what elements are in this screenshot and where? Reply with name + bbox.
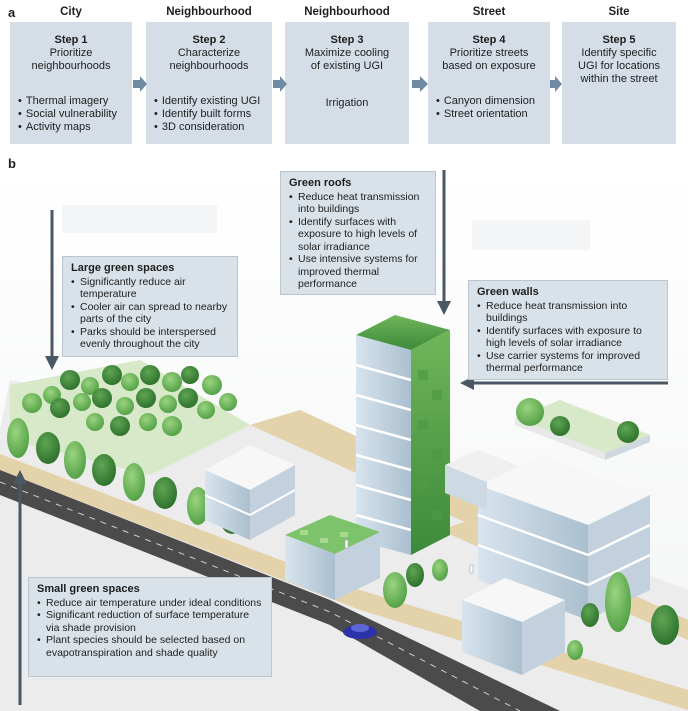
column-head-neighbourhood-1: Neighbourhood xyxy=(166,6,252,18)
small-green-spaces-item: Reduce air temperature under ideal condi… xyxy=(37,597,263,610)
step-1-title: Step 1 xyxy=(54,34,88,46)
small-green-spaces-callout: Small green spaces Reduce air temperatur… xyxy=(28,577,272,677)
flow-arrow-4-to-5 xyxy=(550,76,562,92)
step-1-bullet: Social vulnerability xyxy=(18,108,117,121)
road xyxy=(0,470,560,711)
step-1-bullet: Activity maps xyxy=(18,121,117,134)
step-2-desc-line-2: neighbourhoods xyxy=(169,60,249,72)
large-green-spaces-arrow xyxy=(45,210,59,370)
panel-a-label: a xyxy=(8,5,16,20)
green-walls-title: Green walls xyxy=(477,286,539,298)
step-3-box: Step 3 Maximize cooling of existing UGI … xyxy=(285,22,409,144)
step-2-bullet: 3D consideration xyxy=(154,121,260,134)
column-head-neighbourhood-2: Neighbourhood xyxy=(304,6,390,18)
large-green-spaces-item: Parks should be interspersed evenly thro… xyxy=(71,326,229,351)
step-5-title: Step 5 xyxy=(602,34,636,46)
small-green-spaces-title: Small green spaces xyxy=(37,583,140,595)
low-rise-building-front xyxy=(462,578,565,675)
green-roofs-item: Reduce heat transmission into buildings xyxy=(289,191,427,216)
green-podium-building xyxy=(285,515,380,600)
car-icon xyxy=(343,624,377,639)
step-3-desc-line-2: of existing UGI xyxy=(310,60,384,72)
large-green-spaces-callout: Large green spaces Significantly reduce … xyxy=(62,256,238,357)
step-1-box: Step 1 Prioritize neighbourhoods Thermal… xyxy=(10,22,132,144)
step-4-bullet: Street orientation xyxy=(436,108,535,121)
green-walls-item: Use carrier systems for improved thermal… xyxy=(477,350,659,375)
green-roofs-item: Use intensive systems for improved therm… xyxy=(289,253,427,291)
flow-arrow-2-to-3 xyxy=(273,76,287,92)
step-2-title: Step 2 xyxy=(192,34,226,46)
step-2-bullet: Identify built forms xyxy=(154,108,260,121)
panel-b-label: b xyxy=(8,156,16,171)
pedestrian-icons xyxy=(344,539,474,574)
small-green-spaces-item: Plant species should be selected based o… xyxy=(37,634,263,659)
large-green-spaces-title: Large green spaces xyxy=(71,262,175,274)
column-head-site: Site xyxy=(608,6,630,18)
green-tower xyxy=(355,315,450,555)
green-roofs-arrow xyxy=(437,170,451,315)
step-5-desc-line-1: Identify specific xyxy=(581,47,657,59)
green-roofs-title: Green roofs xyxy=(289,177,352,189)
step-1-desc-line-1: Prioritize xyxy=(49,47,93,59)
step-2-desc-line-1: Characterize xyxy=(177,47,241,59)
step-1-bullet: Thermal imagery xyxy=(18,95,117,108)
green-wall-surface xyxy=(411,330,450,555)
step-2-box: Step 2 Characterize neighbourhoods Ident… xyxy=(146,22,272,144)
step-4-box: Step 4 Prioritize streets based on expos… xyxy=(428,22,550,144)
column-head-city: City xyxy=(60,6,82,18)
large-green-spaces-item: Significantly reduce air temperature xyxy=(71,276,229,301)
step-3-irrigation: Irrigation xyxy=(325,97,369,109)
blank-label-area-right xyxy=(472,220,590,250)
low-rise-building-left xyxy=(204,445,296,540)
small-green-spaces-arrow xyxy=(13,470,27,705)
green-roofs-callout: Green roofs Reduce heat transmission int… xyxy=(280,171,436,295)
small-green-spaces-item: Significant reduction of surface tempera… xyxy=(37,609,263,634)
step-4-bullet: Canyon dimension xyxy=(436,95,535,108)
green-roofs-item: Identify surfaces with exposure to high … xyxy=(289,216,427,254)
green-roof-surface xyxy=(356,315,450,350)
road-centre-line xyxy=(0,481,521,711)
step-5-box: Step 5 Identify specific UGI for locatio… xyxy=(562,22,676,144)
step-3-desc-line-1: Maximize cooling xyxy=(304,47,390,59)
flow-arrow-3-to-4 xyxy=(412,76,428,92)
step-5-desc-line-2: UGI for locations xyxy=(578,60,660,72)
green-walls-item: Reduce heat transmission into buildings xyxy=(477,300,659,325)
rooftop-garden-right xyxy=(515,398,650,460)
blank-label-area-left xyxy=(62,205,217,233)
step-2-bullet: Identify existing UGI xyxy=(154,95,260,108)
column-head-street: Street xyxy=(472,6,506,18)
step-4-desc-line-2: based on exposure xyxy=(442,60,536,72)
park-tree-cluster xyxy=(22,365,237,436)
step-1-desc-line-2: neighbourhoods xyxy=(31,60,111,72)
flow-arrow-1-to-2 xyxy=(133,76,147,92)
large-green-spaces-item: Cooler air can spread to nearby parts of… xyxy=(71,301,229,326)
green-walls-callout: Green walls Reduce heat transmission int… xyxy=(468,280,668,380)
street-trees-right xyxy=(383,559,679,660)
step-4-title: Step 4 xyxy=(472,34,506,46)
step-5-desc-line-3: within the street xyxy=(580,73,658,85)
step-3-title: Step 3 xyxy=(330,34,364,46)
step-4-desc-line-1: Prioritize streets xyxy=(449,47,529,59)
green-walls-item: Identify surfaces with exposure to high … xyxy=(477,325,659,350)
